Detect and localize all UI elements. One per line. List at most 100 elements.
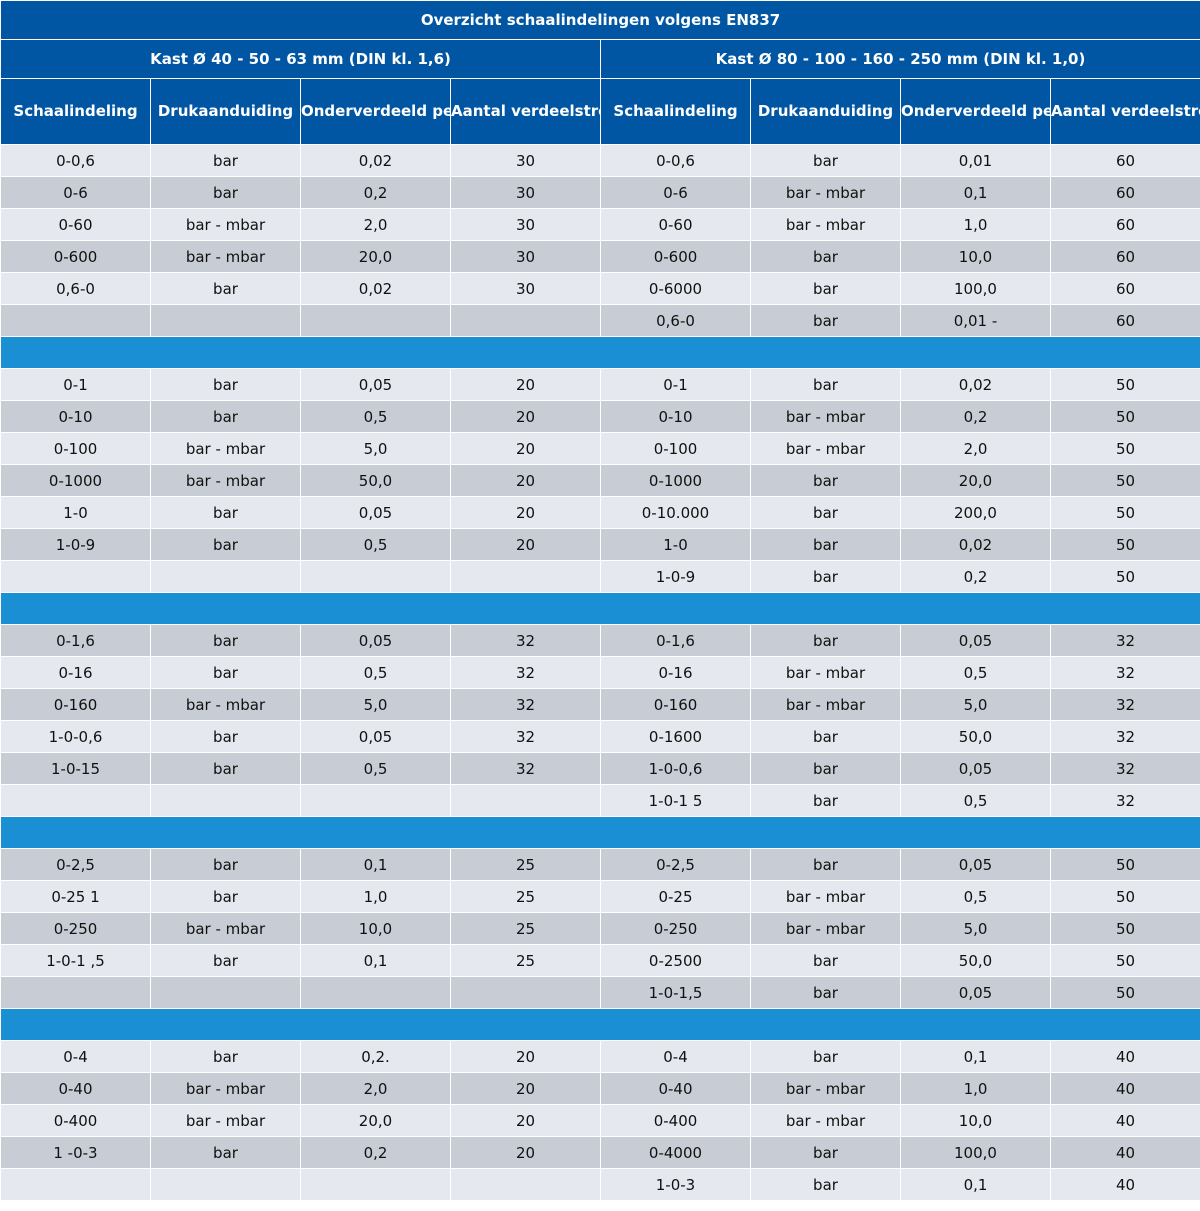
large-drukaanduiding-cell: bar - mbar — [750, 1104, 901, 1137]
large-aantal-cell: 50 — [1049, 976, 1200, 1009]
large-aantal-cell: 32 — [1049, 656, 1200, 689]
small-drukaanduiding-cell — [150, 304, 301, 337]
column-header-schaalindeling: Schaalindeling — [600, 78, 751, 145]
small-aantal-cell: 20 — [450, 496, 601, 529]
small-onderverdeeld-cell — [300, 560, 451, 593]
small-schaalindeling-cell: 0-160 — [0, 688, 151, 721]
large-onderverdeeld-cell: 0,05 — [900, 848, 1051, 881]
table-row: 0-400 bar - mbar 20,0 20 0-400 bar - mbar 10,0… — [0, 1104, 1200, 1137]
small-schaalindeling-cell: 0-100 — [0, 432, 151, 465]
small-aantal-cell — [450, 976, 601, 1009]
small-aantal-cell: 30 — [450, 144, 601, 177]
large-onderverdeeld-cell: 20,0 — [900, 464, 1051, 497]
small-onderverdeeld-cell: 0,2. — [300, 1040, 451, 1073]
large-drukaanduiding-cell: bar — [750, 1040, 901, 1073]
column-header-row: Schaalindeling Drukaanduiding Onderverde… — [0, 78, 1200, 145]
table-row: 0-4 bar 0,2. 20 0-4 bar 0,1 40 — [0, 1040, 1200, 1073]
large-onderverdeeld-cell: 0,1 — [900, 1168, 1051, 1201]
small-schaalindeling-cell: 0-600 — [0, 240, 151, 273]
small-drukaanduiding-cell: bar — [150, 944, 301, 977]
large-aantal-cell: 40 — [1049, 1168, 1200, 1201]
small-drukaanduiding-cell: bar — [150, 528, 301, 561]
large-onderverdeeld-cell: 0,5 — [900, 784, 1051, 817]
table-row: 1-0 bar 0,05 20 0-10.000 bar 200,0 50 — [0, 496, 1200, 529]
section-separator-cell — [0, 592, 1200, 625]
small-schaalindeling-cell — [0, 784, 151, 817]
large-schaalindeling-cell: 0-1000 — [600, 464, 751, 497]
large-aantal-cell: 32 — [1049, 752, 1200, 785]
small-schaalindeling-cell: 1-0-9 — [0, 528, 151, 561]
small-schaalindeling-cell: 0-1 — [0, 368, 151, 401]
table-row: 0-16 bar 0,5 32 0-16 bar - mbar 0,5 32 — [0, 656, 1200, 689]
small-schaalindeling-cell: 0-400 — [0, 1104, 151, 1137]
small-onderverdeeld-cell: 5,0 — [300, 432, 451, 465]
large-drukaanduiding-cell: bar — [750, 976, 901, 1009]
title-row: Overzicht schaalindelingen volgens EN837 — [0, 0, 1200, 40]
large-onderverdeeld-cell: 100,0 — [900, 272, 1051, 305]
column-header-aantal: Aantal verdeelstrepen — [1049, 78, 1200, 145]
small-onderverdeeld-cell: 0,1 — [300, 944, 451, 977]
large-onderverdeeld-cell: 0,02 — [900, 528, 1051, 561]
table-row: 0-10 bar 0,5 20 0-10 bar - mbar 0,2 50 — [0, 400, 1200, 433]
large-schaalindeling-cell: 1-0-1,5 — [600, 976, 751, 1009]
small-onderverdeeld-cell: 0,05 — [300, 368, 451, 401]
small-aantal-cell: 20 — [450, 1136, 601, 1169]
table-row: 1-0-0,6 bar 0,05 32 0-1600 bar 50,0 32 — [0, 720, 1200, 753]
column-header-onderverdeeld: Onderverdeeld per — [900, 78, 1051, 145]
small-drukaanduiding-cell: bar — [150, 368, 301, 401]
table-row: 1-0-1 ,5 bar 0,1 25 0-2500 bar 50,0 50 — [0, 944, 1200, 977]
large-schaalindeling-cell: 1-0 — [600, 528, 751, 561]
large-schaalindeling-cell: 0-6 — [600, 176, 751, 209]
large-schaalindeling-cell: 1-0-0,6 — [600, 752, 751, 785]
table-body: 0-0,6 bar 0,02 30 0-0,6 bar 0,01 60 0-6 bar 0,2 30 0… — [0, 144, 1200, 1201]
table-row: 0-1,6 bar 0,05 32 0-1,6 bar 0,05 32 — [0, 624, 1200, 657]
small-schaalindeling-cell: 0-1000 — [0, 464, 151, 497]
large-aantal-cell: 60 — [1049, 176, 1200, 209]
small-drukaanduiding-cell: bar - mbar — [150, 688, 301, 721]
small-aantal-cell: 30 — [450, 240, 601, 273]
table-row: 0-0,6 bar 0,02 30 0-0,6 bar 0,01 60 — [0, 144, 1200, 177]
large-onderverdeeld-cell: 0,2 — [900, 400, 1051, 433]
small-drukaanduiding-cell: bar - mbar — [150, 1072, 301, 1105]
large-schaalindeling-cell: 0-160 — [600, 688, 751, 721]
large-drukaanduiding-cell: bar — [750, 560, 901, 593]
table-row: 0-250 bar - mbar 10,0 25 0-250 bar - mbar 5,0 5… — [0, 912, 1200, 945]
small-schaalindeling-cell: 1-0-1 ,5 — [0, 944, 151, 977]
table-row: 0,6-0 bar 0,02 30 0-6000 bar 100,0 60 — [0, 272, 1200, 305]
large-aantal-cell: 40 — [1049, 1136, 1200, 1169]
table-row: 1-0-15 bar 0,5 32 1-0-0,6 bar 0,05 32 — [0, 752, 1200, 785]
small-drukaanduiding-cell: bar — [150, 272, 301, 305]
large-drukaanduiding-cell: bar — [750, 1168, 901, 1201]
group-header-row: Kast Ø 40 - 50 - 63 mm (DIN kl. 1,6) Kas… — [0, 39, 1200, 79]
small-onderverdeeld-cell: 0,5 — [300, 656, 451, 689]
small-schaalindeling-cell: 1-0-0,6 — [0, 720, 151, 753]
small-drukaanduiding-cell — [150, 976, 301, 1009]
large-schaalindeling-cell: 0-10 — [600, 400, 751, 433]
small-drukaanduiding-cell: bar — [150, 144, 301, 177]
table-row: 1-0-9 bar 0,5 20 1-0 bar 0,02 50 — [0, 528, 1200, 561]
large-schaalindeling-cell: 0-600 — [600, 240, 751, 273]
large-aantal-cell: 32 — [1049, 720, 1200, 753]
small-onderverdeeld-cell: 10,0 — [300, 912, 451, 945]
small-drukaanduiding-cell: bar — [150, 880, 301, 913]
large-aantal-cell: 50 — [1049, 848, 1200, 881]
small-aantal-cell: 30 — [450, 176, 601, 209]
small-aantal-cell: 20 — [450, 1104, 601, 1137]
large-aantal-cell: 50 — [1049, 400, 1200, 433]
large-schaalindeling-cell: 0-1 — [600, 368, 751, 401]
large-drukaanduiding-cell: bar - mbar — [750, 912, 901, 945]
large-aantal-cell: 60 — [1049, 272, 1200, 305]
small-schaalindeling-cell: 1-0-15 — [0, 752, 151, 785]
small-schaalindeling-cell: 1-0 — [0, 496, 151, 529]
small-aantal-cell: 20 — [450, 432, 601, 465]
small-aantal-cell: 32 — [450, 656, 601, 689]
column-header-drukaanduiding: Drukaanduiding — [150, 78, 301, 145]
section-separator — [0, 336, 1200, 369]
small-schaalindeling-cell: 0-60 — [0, 208, 151, 241]
small-drukaanduiding-cell: bar — [150, 176, 301, 209]
large-onderverdeeld-cell: 0,05 — [900, 624, 1051, 657]
small-onderverdeeld-cell: 2,0 — [300, 1072, 451, 1105]
large-aantal-cell: 32 — [1049, 624, 1200, 657]
large-schaalindeling-cell: 0-40 — [600, 1072, 751, 1105]
